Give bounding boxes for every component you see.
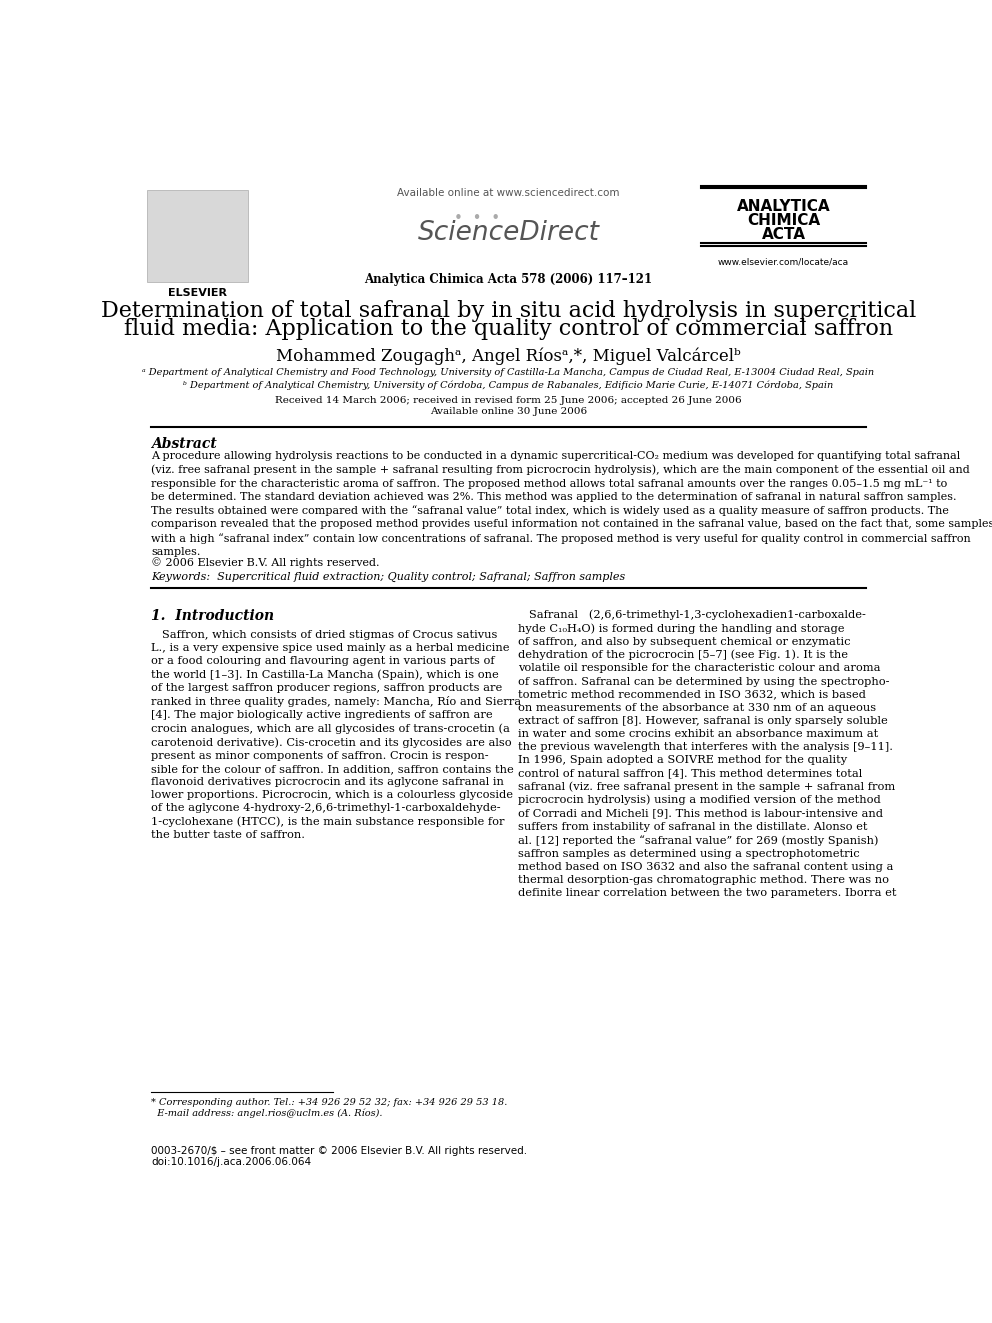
- Text: A procedure allowing hydrolysis reactions to be conducted in a dynamic supercrit: A procedure allowing hydrolysis reaction…: [151, 451, 992, 557]
- Text: •  •  •: • • •: [453, 212, 500, 226]
- Text: www.elsevier.com/locate/aca: www.elsevier.com/locate/aca: [718, 257, 849, 266]
- Text: CHIMICA: CHIMICA: [747, 213, 820, 228]
- Text: * Corresponding author. Tel.: +34 926 29 52 32; fax: +34 926 29 53 18.: * Corresponding author. Tel.: +34 926 29…: [151, 1098, 508, 1107]
- Text: ᵇ Department of Analytical Chemistry, University of Córdoba, Campus de Rabanales: ᵇ Department of Analytical Chemistry, Un…: [184, 381, 833, 390]
- Text: Abstract: Abstract: [151, 438, 217, 451]
- Text: fluid media: Application to the quality control of commercial saffron: fluid media: Application to the quality …: [124, 318, 893, 340]
- Text: Determination of total safranal by in situ acid hydrolysis in supercritical: Determination of total safranal by in si…: [101, 300, 916, 321]
- Text: ANALYTICA: ANALYTICA: [737, 198, 830, 214]
- Text: Keywords:  Supercritical fluid extraction; Quality control; Safranal; Saffron sa: Keywords: Supercritical fluid extraction…: [151, 572, 625, 582]
- Text: Received 14 March 2006; received in revised form 25 June 2006; accepted 26 June : Received 14 March 2006; received in revi…: [275, 396, 742, 405]
- Text: doi:10.1016/j.aca.2006.06.064: doi:10.1016/j.aca.2006.06.064: [151, 1158, 311, 1167]
- Text: ELSEVIER: ELSEVIER: [168, 288, 227, 298]
- Text: Saffron, which consists of dried stigmas of Crocus sativus
L., is a very expensi: Saffron, which consists of dried stigmas…: [151, 630, 521, 840]
- Text: ᵃ Department of Analytical Chemistry and Food Technology, University of Castilla: ᵃ Department of Analytical Chemistry and…: [142, 368, 875, 377]
- Text: ACTA: ACTA: [762, 226, 806, 242]
- Text: Available online at www.sciencedirect.com: Available online at www.sciencedirect.co…: [397, 188, 620, 198]
- Text: Analytica Chimica Acta 578 (2006) 117–121: Analytica Chimica Acta 578 (2006) 117–12…: [364, 273, 653, 286]
- Text: 0003-2670/$ – see front matter © 2006 Elsevier B.V. All rights reserved.: 0003-2670/$ – see front matter © 2006 El…: [151, 1146, 528, 1156]
- Text: Available online 30 June 2006: Available online 30 June 2006: [430, 407, 587, 417]
- Text: E-mail address: angel.rios@uclm.es (A. Ríos).: E-mail address: angel.rios@uclm.es (A. R…: [151, 1109, 383, 1118]
- Text: Mohammed Zougaghᵃ, Angel Ríosᵃ,*, Miguel Valcárcelᵇ: Mohammed Zougaghᵃ, Angel Ríosᵃ,*, Miguel…: [276, 348, 741, 365]
- Text: ScienceDirect: ScienceDirect: [418, 221, 599, 246]
- Text: © 2006 Elsevier B.V. All rights reserved.: © 2006 Elsevier B.V. All rights reserved…: [151, 557, 380, 569]
- Text: Safranal   (2,6,6-trimethyl-1,3-cyclohexadien1-carboxalde-
hyde C₁₀H₄O) is forme: Safranal (2,6,6-trimethyl-1,3-cyclohexad…: [518, 609, 896, 898]
- Text: 1.  Introduction: 1. Introduction: [151, 609, 274, 623]
- Bar: [147, 189, 248, 282]
